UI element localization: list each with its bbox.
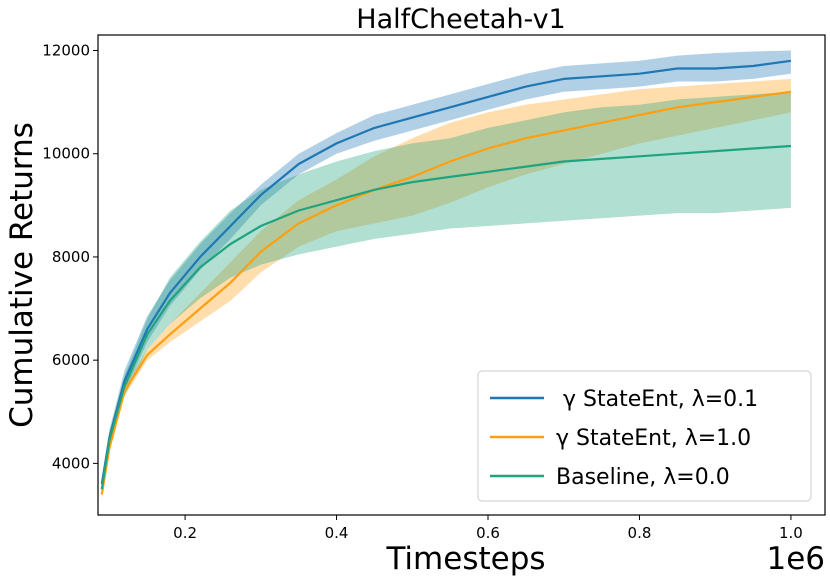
chart-title: HalfCheetah-v1 (356, 4, 565, 35)
y-tick-label: 6000 (52, 351, 90, 369)
series-lines (100, 59, 792, 495)
y-tick-label: 4000 (52, 454, 90, 472)
x-axis-ticks: 0.2 0.4 0.6 0.8 1.0 (173, 515, 803, 542)
x-tick-label: 0.2 (173, 524, 197, 542)
plot-frame (97, 34, 826, 516)
x-tick-label: 0.6 (476, 524, 500, 542)
y-axis-label: Cumulative Returns (4, 122, 40, 428)
x-tick-label: 0.4 (325, 524, 349, 542)
line-series-2 (100, 90, 792, 495)
x-tick-label: 0.8 (628, 524, 652, 542)
legend-label-series-1: γ StateEnt, λ=0.1 (556, 387, 758, 412)
y-tick-label: 10000 (42, 145, 90, 163)
legend-box (477, 370, 812, 502)
y-axis-ticks: 4000 6000 8000 10000 12000 (42, 41, 98, 472)
x-tick-label: 1.0 (779, 524, 803, 542)
line-series-3 (100, 144, 791, 490)
x-axis-offset-text: 1e6 (766, 541, 825, 577)
y-tick-label: 8000 (52, 248, 90, 266)
legend-label-series-3: Baseline, λ=0.0 (556, 465, 730, 490)
line-series-1 (100, 59, 792, 485)
legend: γ StateEnt, λ=0.1 γ StateEnt, λ=1.0 Base… (477, 370, 812, 502)
band-series-3 (101, 91, 791, 495)
y-tick-label: 12000 (42, 41, 90, 59)
x-axis-label: Timesteps (385, 541, 545, 577)
legend-label-series-2: γ StateEnt, λ=1.0 (556, 426, 751, 451)
